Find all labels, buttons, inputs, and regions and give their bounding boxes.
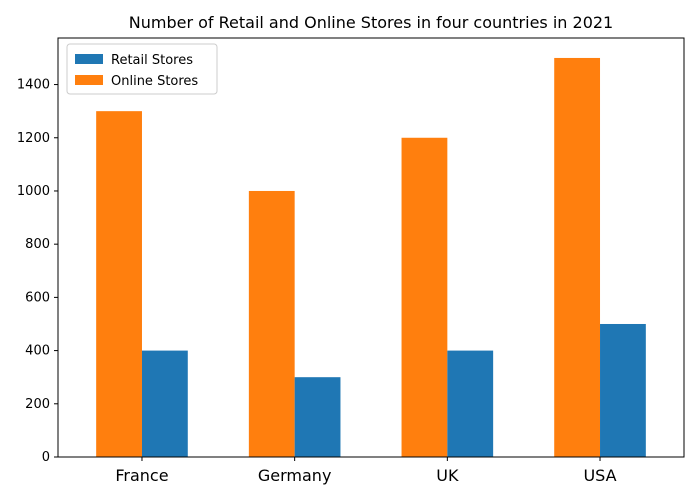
bar-online-stores-uk [401,137,448,457]
legend: Retail Stores Online Stores [66,43,218,95]
y-axis: 0 200 400 600 800 1000 1200 1400 [17,78,58,465]
y-tick-label: 800 [25,237,50,252]
y-tick-label: 1400 [17,78,50,93]
y-tick-label: 400 [25,344,50,359]
bar-retail-stores-france [141,350,188,457]
x-tick-label-usa: USA [583,466,616,485]
legend-swatch-retail-stores [75,54,103,64]
bar-online-stores-france [96,111,142,458]
x-tick-label-germany: Germany [258,466,332,485]
y-tick-label: 200 [25,397,50,412]
x-tick-label-france: France [115,466,168,485]
y-tick-label: 600 [25,290,50,305]
legend-box [66,43,218,95]
bar-retail-stores-uk [447,350,494,457]
legend-label-retail-stores: Retail Stores [111,53,193,68]
bar-retail-stores-usa [600,323,646,457]
y-tick-label: 1200 [17,131,50,146]
chart-title: Number of Retail and Online Stores in fo… [129,13,613,32]
bar-retail-stores-germany [294,377,341,457]
bar-online-stores-germany [248,190,295,457]
legend-label-online-stores: Online Stores [111,74,198,89]
bars-group [96,57,646,458]
y-tick-label: 1000 [17,184,50,199]
legend-swatch-online-stores [75,75,103,85]
y-tick-label: 0 [42,450,50,465]
x-axis: France Germany UK USA [115,457,617,485]
bar-online-stores-usa [554,57,601,457]
plot-frame [57,37,685,458]
x-tick-label-uk: UK [436,466,459,485]
